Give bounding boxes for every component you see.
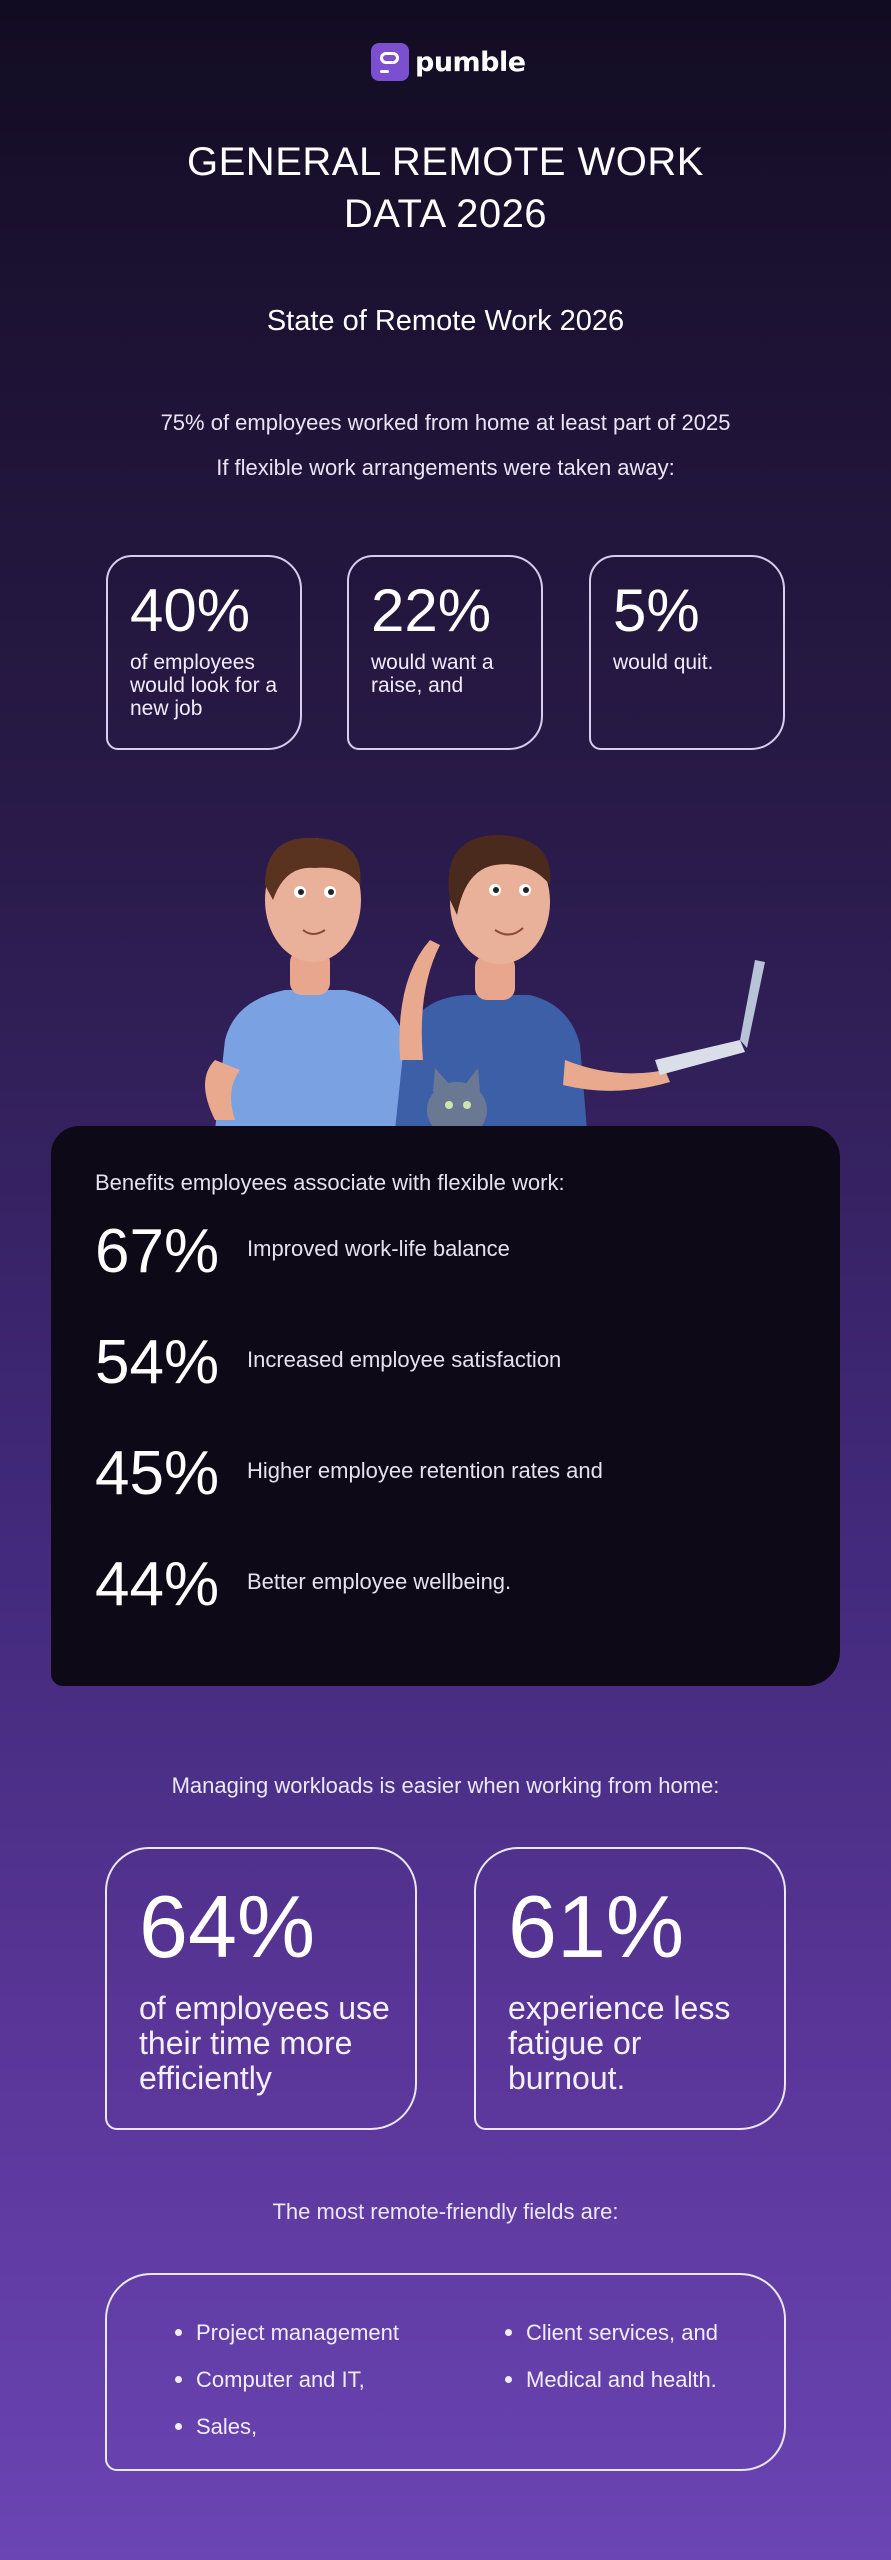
intro-line-1: 75% of employees worked from home at lea… [160,410,731,435]
title-line-2: DATA 2026 [343,192,548,236]
bullet-icon [175,2423,182,2430]
benefit-value: 67% [95,1217,220,1286]
cat-icon [427,1068,487,1130]
benefits-heading: Benefits employees associate with flexib… [95,1170,565,1195]
benefit-row: 44% Better employee wellbeing. [95,1529,840,1640]
benefit-row: 67% Improved work-life balance [95,1196,840,1307]
list-item: Medical and health. [505,2356,805,2403]
fields-heading: The most remote-friendly fields are: [272,2199,619,2224]
stat-card-efficiency: 64% of employees use their time more eff… [105,1847,417,2130]
bullet-icon [505,2376,512,2383]
list-item: Computer and IT, [175,2356,505,2403]
pumble-logo: pumble [371,42,526,82]
laptop-icon [655,960,765,1075]
benefit-value: 44% [95,1550,220,1619]
page-title: GENERAL REMOTE WORK DATA 2026 [0,136,891,240]
bullet-icon [175,2376,182,2383]
title-line-1: GENERAL REMOTE WORK [187,140,704,184]
bullet-icon [175,2329,182,2336]
stat-desc: would quit. [613,651,714,674]
stat-desc: of employees would look for a new job [130,651,278,720]
stat-desc: experience less fatigue or burnout. [508,1990,731,2096]
benefit-value: 45% [95,1439,220,1508]
stat-value: 40% [130,577,251,644]
stat-value: 5% [613,577,700,644]
benefits-panel: Benefits employees associate with flexib… [51,1126,840,1686]
benefit-label: Increased employee satisfaction [247,1346,562,1372]
benefit-row: 45% Higher employee retention rates and [95,1418,840,1529]
stat-desc: would want a raise, and [371,651,494,697]
list-item: Project management [175,2309,505,2356]
stat-value: 61% [508,1877,685,1976]
stat-card-would-quit: 5% would quit. [589,555,785,750]
stat-desc: of employees use their time more efficie… [139,1990,390,2096]
stat-card-less-fatigue: 61% experience less fatigue or burnout. [474,1847,786,2130]
stat-card-want-raise: 22% would want a raise, and [347,555,543,750]
stat-card-look-for-job: 40% of employees would look for a new jo… [106,555,302,750]
character-left [205,837,410,1130]
benefit-label: Better employee wellbeing. [247,1568,512,1594]
chat-bubble-icon [371,43,409,81]
list-item: Client services, and [505,2309,805,2356]
workload-heading: Managing workloads is easier when workin… [171,1773,720,1798]
benefit-value: 54% [95,1328,220,1397]
list-item: Sales, [175,2403,505,2450]
intro-line-2: If flexible work arrangements were taken… [216,455,675,480]
page-subtitle: State of Remote Work 2026 [266,305,625,337]
characters-illustration [205,835,765,1130]
stat-value: 22% [371,577,492,644]
stat-value: 64% [139,1877,316,1976]
bullet-icon [505,2329,512,2336]
fields-list: Project management Computer and IT, Sale… [105,2273,786,2471]
benefit-label: Improved work-life balance [247,1235,510,1261]
benefit-label: Higher employee retention rates and [247,1457,603,1483]
benefit-row: 54% Increased employee satisfaction [95,1307,840,1418]
brand-name: pumble [415,46,526,78]
